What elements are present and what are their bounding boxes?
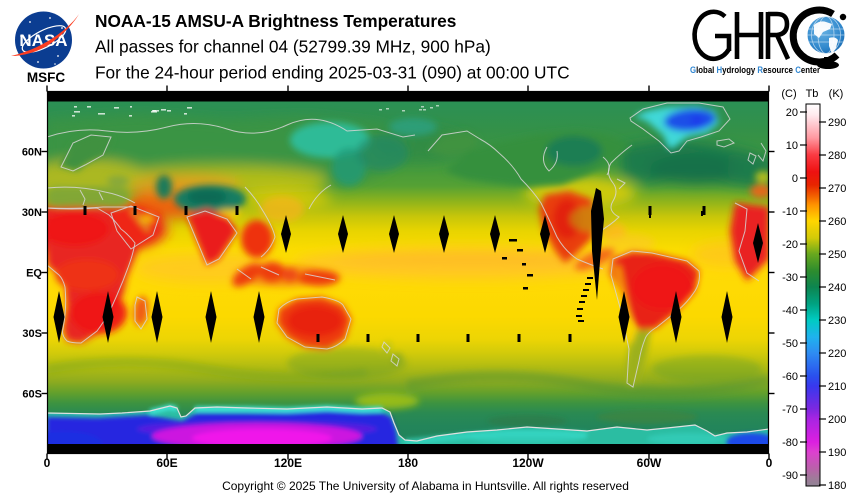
svg-text:-80: -80 (782, 437, 798, 449)
svg-text:NOAA-15 AMSU-A Brightness Temp: NOAA-15 AMSU-A Brightness Temperatures (95, 11, 456, 31)
svg-text:(C): (C) (781, 88, 796, 100)
svg-text:220: 220 (828, 348, 846, 360)
svg-text:0: 0 (44, 456, 51, 470)
svg-text:30N: 30N (22, 207, 42, 219)
svg-text:120E: 120E (274, 456, 302, 470)
svg-text:120W: 120W (512, 456, 544, 470)
svg-text:200: 200 (828, 414, 846, 426)
svg-text:30S: 30S (22, 328, 42, 340)
svg-text:NASA: NASA (19, 31, 67, 50)
svg-text:60N: 60N (22, 147, 42, 159)
svg-text:250: 250 (828, 249, 846, 261)
svg-text:-10: -10 (782, 206, 798, 218)
svg-text:60S: 60S (22, 389, 42, 401)
svg-text:180: 180 (828, 480, 846, 492)
svg-text:-40: -40 (782, 305, 798, 317)
svg-text:Copyright © 2025 The Universit: Copyright © 2025 The University of Alaba… (222, 479, 629, 493)
svg-text:(K): (K) (829, 88, 844, 100)
svg-text:0: 0 (792, 173, 798, 185)
svg-text:Tb: Tb (806, 88, 819, 100)
svg-text:280: 280 (828, 150, 846, 162)
svg-text:270: 270 (828, 183, 846, 195)
svg-text:230: 230 (828, 315, 846, 327)
svg-text:180: 180 (398, 456, 418, 470)
svg-text:60E: 60E (156, 456, 177, 470)
svg-text:EQ: EQ (26, 268, 42, 280)
svg-text:MSFC: MSFC (27, 70, 65, 85)
svg-text:-70: -70 (782, 404, 798, 416)
svg-text:-30: -30 (782, 272, 798, 284)
svg-text:-20: -20 (782, 239, 798, 251)
svg-text:190: 190 (828, 447, 846, 459)
svg-text:-60: -60 (782, 371, 798, 383)
svg-text:290: 290 (828, 117, 846, 129)
svg-text:-50: -50 (782, 338, 798, 350)
svg-text:60W: 60W (637, 456, 662, 470)
svg-text:-90: -90 (782, 470, 798, 482)
svg-text:All passes for channel 04 (527: All passes for channel 04 (52799.39 MHz,… (95, 37, 491, 57)
svg-text:10: 10 (786, 140, 798, 152)
svg-text:260: 260 (828, 216, 846, 228)
svg-text:0: 0 (766, 456, 773, 470)
svg-text:210: 210 (828, 381, 846, 393)
svg-text:Global Hydrology Resource Cent: Global Hydrology Resource Center (690, 65, 820, 75)
svg-text:20: 20 (786, 107, 798, 119)
svg-text:For the 24-hour period ending: For the 24-hour period ending 2025-03-31… (95, 63, 570, 83)
svg-text:240: 240 (828, 282, 846, 294)
